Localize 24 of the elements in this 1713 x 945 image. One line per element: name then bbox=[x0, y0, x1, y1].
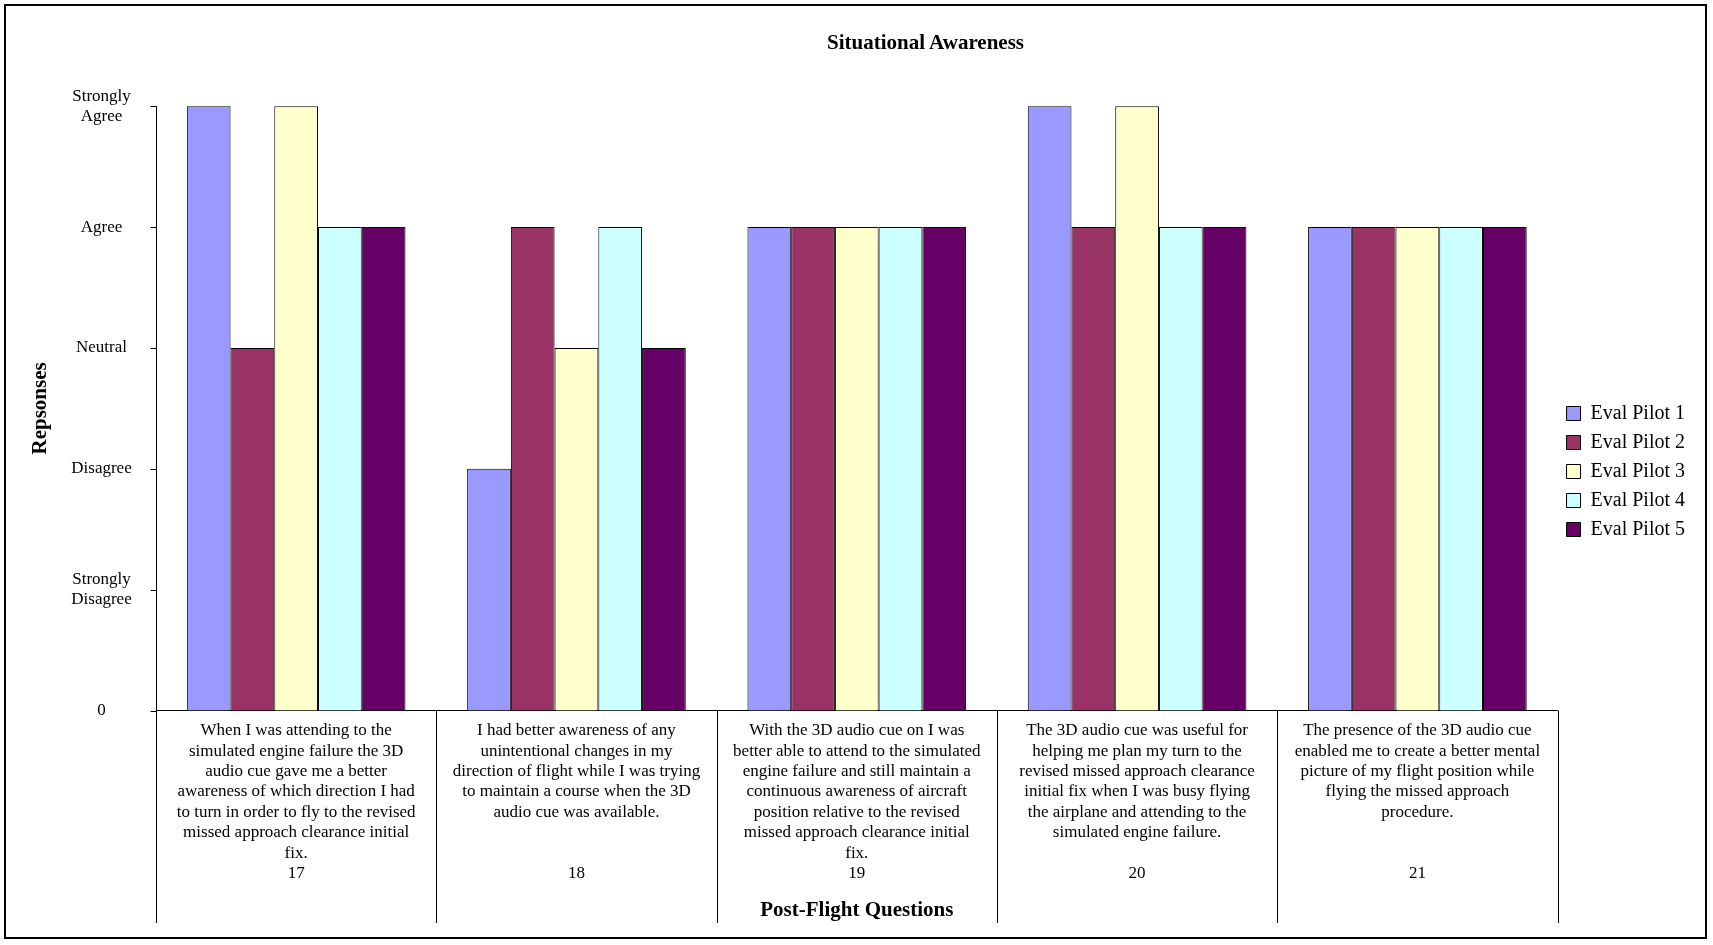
x-tick-label: I had better awareness of any unintentional changes in my direction of flight while I was trying to maintain a course when the 3D audio cue was available. bbox=[452, 720, 701, 821]
chart-title: Situational Awareness bbox=[827, 30, 1024, 55]
text: 18 bbox=[567, 863, 585, 883]
legend-label: Eval Pilot 5 bbox=[1590, 516, 1686, 539]
text: Disagree bbox=[71, 458, 132, 478]
text: 17 bbox=[287, 863, 306, 883]
text: 19 bbox=[848, 863, 866, 883]
legend-label: Eval Pilot 1 bbox=[1590, 400, 1686, 423]
x-tick-label: The presence of the 3D audio cue enabled me to create a better mental picture of my flight position while flying the missed approach procedure. bbox=[1294, 720, 1541, 821]
y-axis-title: Repsonses bbox=[27, 362, 52, 455]
text: 20 bbox=[1128, 863, 1146, 883]
x-tick-label: With the 3D audio cue on I was better able to attend to the simulated engine failure and still maintain a continuous awareness of aircraft position relative to the revised missed approach clearance initial fix. bbox=[733, 720, 981, 862]
legend-label: Eval Pilot 3 bbox=[1590, 458, 1686, 481]
legend-label: Eval Pilot 2 bbox=[1590, 429, 1686, 452]
text: Agree bbox=[80, 216, 123, 236]
x-tick-label: The 3D audio cue was useful for helping me plan my turn to the revised missed approach clearance initial fix when I was busy flying the airplane and attending to the simulated engine failure. bbox=[1019, 720, 1255, 842]
text: Neutral bbox=[76, 337, 128, 357]
text: 21 bbox=[1408, 863, 1426, 883]
x-axis-title: Post-Flight Questions bbox=[760, 896, 954, 921]
text: 0 bbox=[97, 700, 106, 720]
x-tick-label: When I was attending to the simulated engine failure the 3D audio cue gave me a better awareness of which direction I had to turn in order to fly to the revised missed approach clearance initial fix. bbox=[176, 720, 417, 862]
legend-label: Eval Pilot 4 bbox=[1590, 487, 1686, 510]
text: Strongly Agree bbox=[72, 85, 132, 125]
text: Strongly Disagree bbox=[71, 569, 132, 609]
